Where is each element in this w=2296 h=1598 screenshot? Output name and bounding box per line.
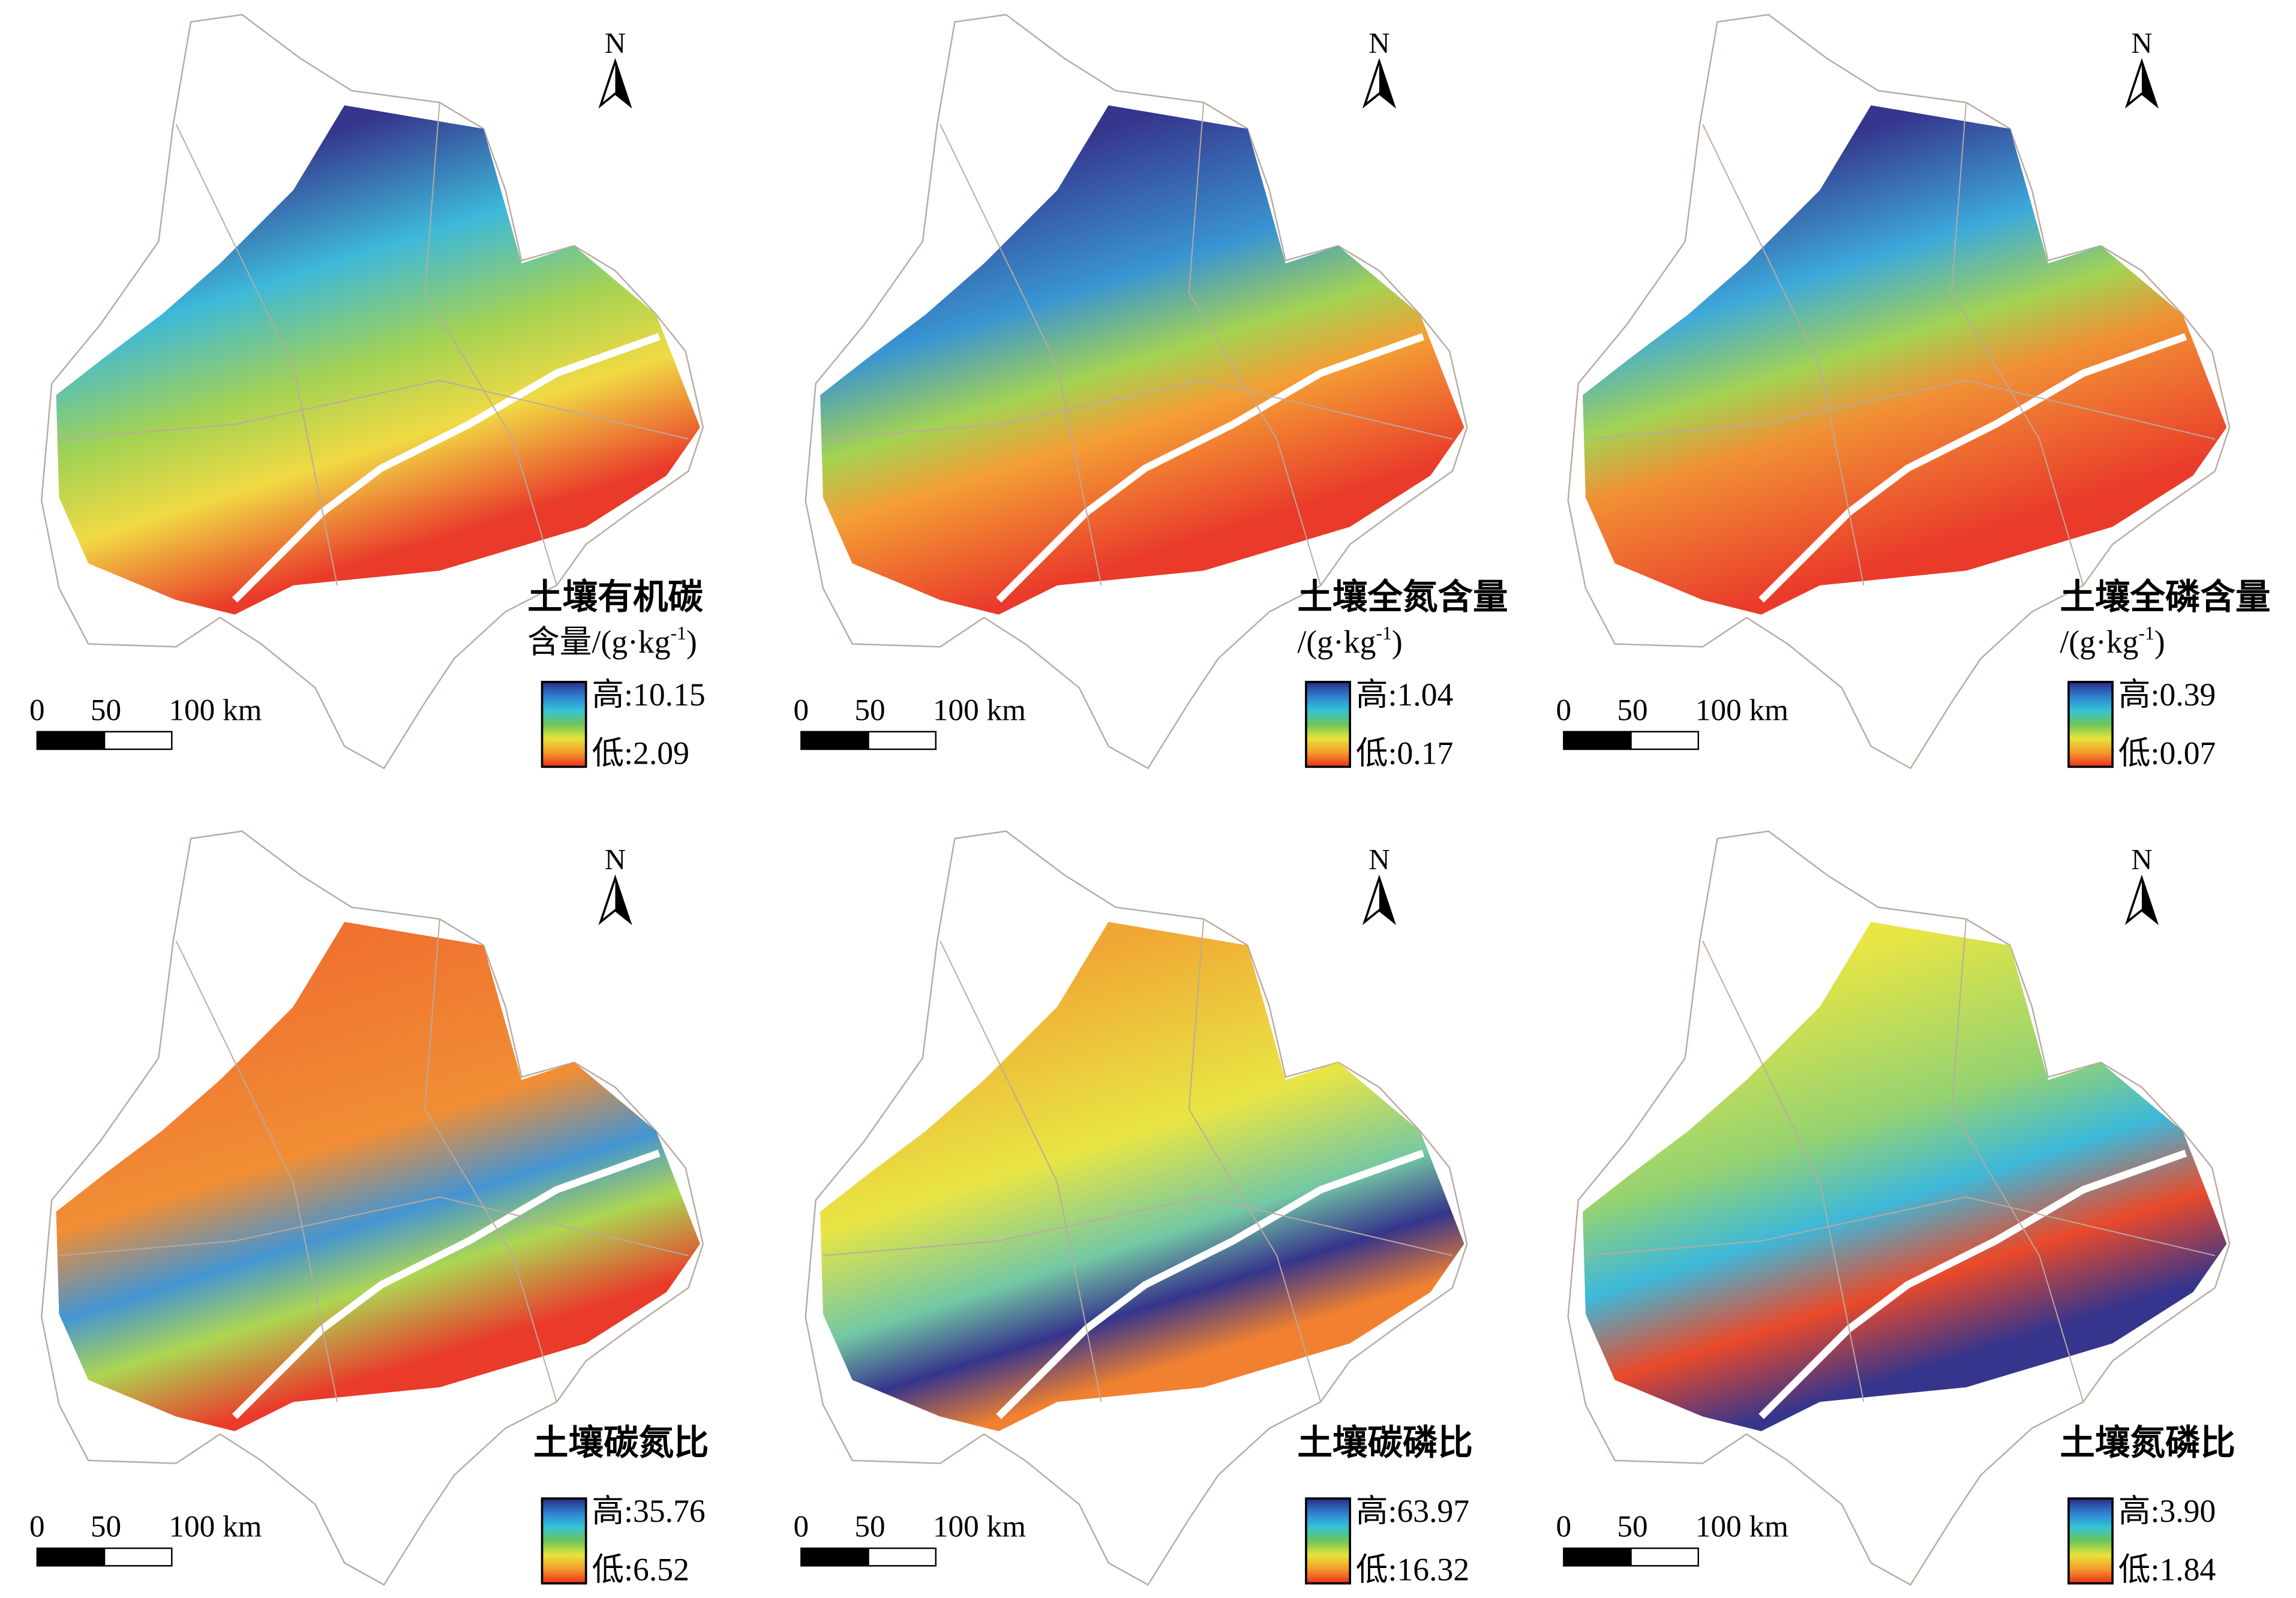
scale-label: 100 km (933, 1510, 1026, 1544)
unit-text: /(g·kg (2060, 624, 2138, 660)
scale-label: 0 (794, 1510, 809, 1544)
county-lines (59, 918, 689, 1402)
scale-label: 0 (1556, 1510, 1572, 1544)
unit-sup: -1 (2138, 623, 2154, 644)
legend-colorbar (2067, 681, 2114, 768)
north-arrow-fill (2141, 878, 2157, 922)
river (1758, 1149, 2187, 1419)
scale-bar-white (1630, 1547, 1699, 1567)
raster-surface (56, 921, 700, 1431)
north-label: N (2131, 27, 2152, 59)
map-panel: N 0 50 100 km 土壤全磷含量 /(g·kg-1) 高:0.39 低:0.07 (1556, 14, 2271, 771)
scale-label: 0 (794, 693, 809, 727)
legend-high: 高:1.04 (1356, 677, 1453, 713)
scale-bar-white (868, 1547, 937, 1567)
scale-label: 100 km (1695, 1510, 1788, 1544)
scale-label: 50 (854, 693, 885, 727)
scale-label: 100 km (933, 693, 1026, 727)
county-lines (823, 102, 1453, 586)
scale-bar-black (1563, 731, 1632, 750)
scale-bar-white (868, 731, 937, 750)
river (996, 333, 1425, 603)
legend-low: 低:0.07 (2118, 735, 2216, 771)
north-label: N (605, 843, 626, 876)
river (232, 333, 661, 603)
legend-title: 土壤有机碳 (527, 578, 703, 617)
north-label: N (2131, 843, 2152, 876)
unit-sup: -1 (1376, 623, 1391, 644)
legend-title: 土壤碳氮比 (533, 1423, 709, 1462)
legend-title: 土壤全氮含量 (1297, 578, 1508, 617)
north-label: N (605, 27, 626, 59)
scale-label: 100 km (169, 693, 262, 727)
scale-bar-black (800, 1547, 869, 1567)
scale-label: 0 (29, 1510, 45, 1544)
map-panel: N 0 50 100 km 土壤全氮含量 /(g·kg-1) 高:1.04 低:0.17 (794, 14, 1508, 771)
unit-text: /(g·kg (1297, 624, 1376, 660)
legend-low: 低:0.17 (1356, 735, 1453, 771)
legend-high: 高:3.90 (2118, 1493, 2216, 1529)
river (232, 1149, 661, 1419)
raster-surface (820, 105, 1464, 615)
scale-bar-white (103, 731, 173, 750)
county-lines (1585, 918, 2216, 1402)
legend-low: 低:6.52 (592, 1552, 689, 1588)
raster-surface (1583, 105, 2227, 615)
legend-title: 土壤全磷含量 (2060, 578, 2270, 617)
scale-bar-white (1630, 731, 1699, 750)
scale-label: 100 km (169, 1510, 262, 1544)
legend-title: 土壤碳磷比 (1297, 1423, 1473, 1462)
legend-unit: /(g·kg-1) (2060, 623, 2165, 660)
scale-label: 0 (29, 693, 45, 727)
county-lines (1585, 102, 2216, 586)
scale-label: 50 (91, 693, 121, 727)
scale-bar-black (1563, 1547, 1632, 1567)
unit-sup: -1 (671, 623, 686, 644)
legend-low: 低:1.84 (2118, 1552, 2216, 1588)
legend-high: 高:35.76 (592, 1493, 705, 1529)
scale-bar-black (36, 731, 106, 750)
scale-label: 100 km (1695, 693, 1788, 727)
unit-text: 含量/(g·kg (527, 624, 670, 660)
legend-colorbar (2067, 1497, 2114, 1585)
county-lines (823, 918, 1453, 1402)
scale-label: 0 (1556, 693, 1572, 727)
legend-title: 土壤氮磷比 (2060, 1423, 2235, 1462)
legend-unit: /(g·kg-1) (1297, 623, 1402, 660)
legend-low: 低:16.32 (1356, 1552, 1469, 1588)
north-label: N (1368, 843, 1389, 876)
legend-low: 低:2.09 (592, 735, 689, 771)
raster-surface (1583, 921, 2227, 1431)
legend-colorbar (1305, 681, 1351, 768)
legend-unit: 含量/(g·kg-1) (527, 623, 697, 660)
legend-high: 高:63.97 (1356, 1493, 1469, 1529)
scale-label: 50 (91, 1510, 121, 1544)
north-arrow-fill (1379, 878, 1394, 922)
unit-end: ) (1392, 624, 1403, 660)
legend-high: 高:0.39 (2118, 677, 2216, 713)
raster-surface (820, 921, 1464, 1431)
river (1758, 333, 2187, 603)
scale-label: 50 (854, 1510, 885, 1544)
scale-label: 50 (1617, 693, 1647, 727)
scale-bar-black (800, 731, 869, 750)
legend-colorbar (1305, 1497, 1351, 1585)
scale-bar-white (103, 1547, 173, 1567)
scale-label: 50 (1617, 1510, 1647, 1544)
north-label: N (1368, 27, 1389, 59)
scale-bar-black (36, 1547, 106, 1567)
legend-high: 高:10.15 (592, 677, 705, 713)
unit-end: ) (2154, 624, 2165, 660)
unit-end: ) (686, 624, 697, 660)
river (996, 1149, 1425, 1419)
raster-surface (56, 105, 700, 615)
legend-colorbar (541, 1497, 587, 1585)
county-lines (59, 102, 689, 586)
legend-colorbar (541, 681, 587, 768)
